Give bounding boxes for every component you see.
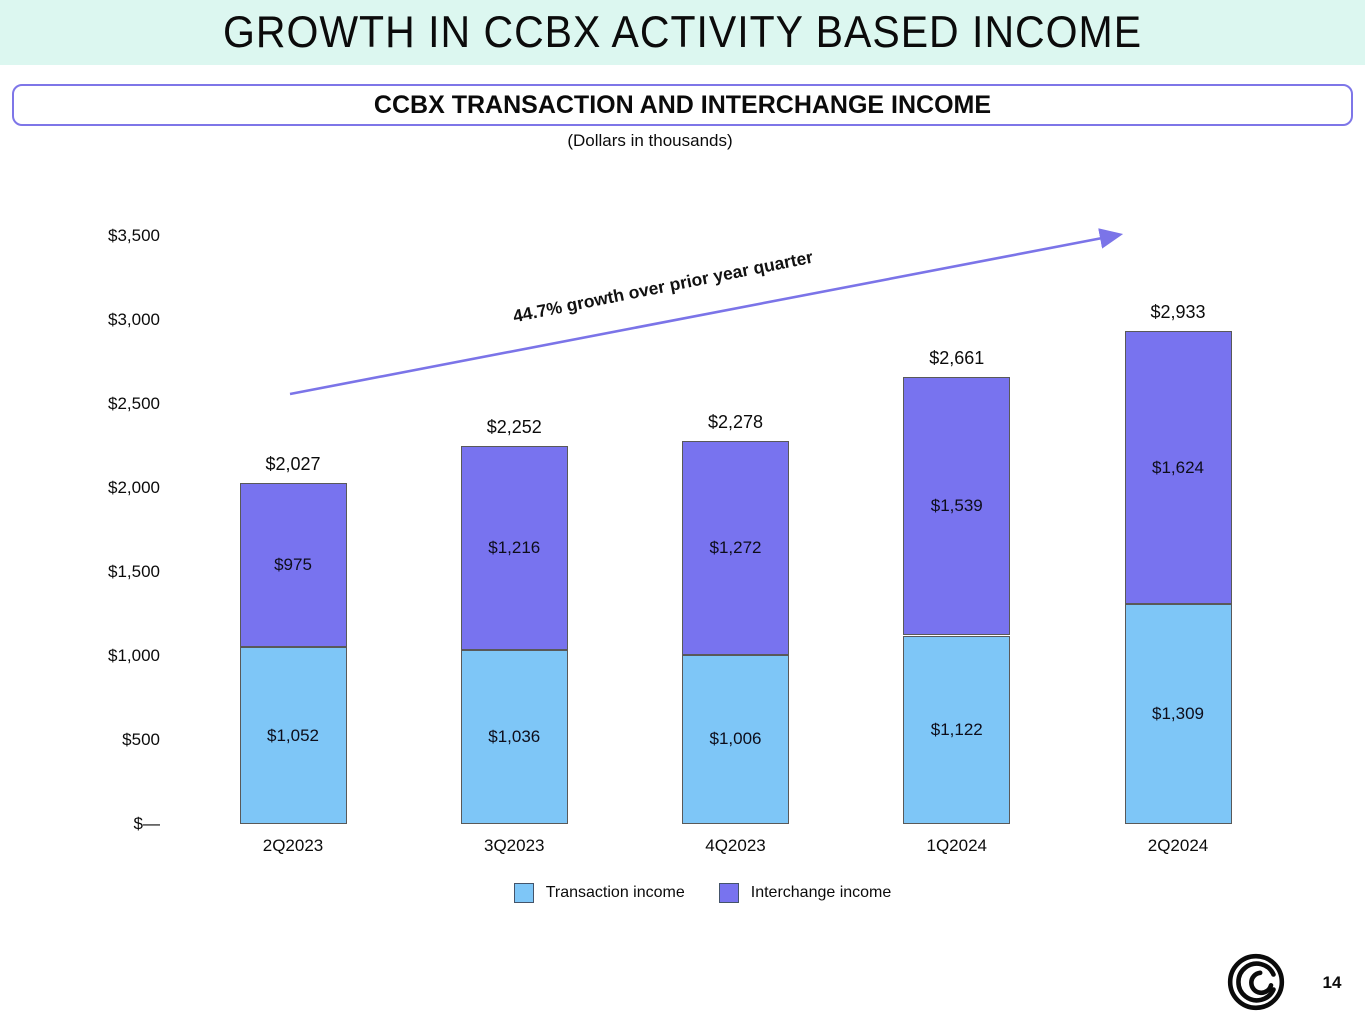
bar-segment-value-label: $1,052 <box>267 725 319 745</box>
legend-item-transaction-income: Transaction income <box>513 883 685 903</box>
bar-total-label-2Q2023: $2,027 <box>265 454 321 475</box>
x-axis-label-3Q2023: 3Q2023 <box>484 836 545 855</box>
chart-title: CCBX TRANSACTION AND INTERCHANGE INCOME <box>373 90 992 119</box>
legend-label: Interchange income <box>750 884 892 901</box>
page-number: 14 <box>1322 973 1342 992</box>
y-axis-tick-label: $3,000 <box>108 310 160 329</box>
bar-segment-interchange-3Q2023: $1,216 <box>460 445 568 650</box>
chart-legend: Transaction income Interchange income <box>20 883 1365 903</box>
y-axis-tick-label: $3,500 <box>108 226 160 245</box>
x-axis-label-2Q2023: 2Q2023 <box>262 836 324 855</box>
bar-segment-interchange-2Q2023: $975 <box>239 483 347 648</box>
bar-segment-transaction-2Q2024: $1,309 <box>1124 604 1232 824</box>
bar-segment-transaction-4Q2023: $1,006 <box>682 654 789 824</box>
bar-total-label-4Q2023: $2,278 <box>707 412 764 433</box>
bar-segment-value-label: $1,272 <box>709 538 762 558</box>
y-axis-tick-label: $1,500 <box>108 562 160 581</box>
bar-segment-value-label: $975 <box>274 555 312 575</box>
bar-segment-interchange-4Q2023: $1,272 <box>682 441 789 655</box>
y-axis-tick-label: $2,000 <box>108 478 160 497</box>
y-axis-tick-label: $2,500 <box>108 394 160 413</box>
bar-segment-value-label: $1,036 <box>488 726 541 746</box>
bar-segment-interchange-1Q2024: $1,539 <box>903 376 1011 636</box>
bar-segment-value-label: $1,539 <box>930 496 983 516</box>
y-axis-tick-label: $500 <box>122 730 160 749</box>
bar-segment-value-label: $1,122 <box>930 719 983 739</box>
y-axis-tick-label: $1,000 <box>108 646 160 665</box>
bar-segment-value-label: $1,309 <box>1152 704 1204 724</box>
bar-segment-value-label: $1,216 <box>488 537 541 557</box>
bar-segment-transaction-2Q2023: $1,052 <box>239 647 347 824</box>
page-title: GROWTH IN CCBX ACTIVITY BASED INCOME <box>222 7 1143 57</box>
legend-item-interchange-income: Interchange income <box>718 883 892 903</box>
y-axis-tick-label: $— <box>133 814 160 833</box>
bar-segment-transaction-1Q2024: $1,122 <box>903 635 1011 824</box>
chart-title-box: CCBX TRANSACTION AND INTERCHANGE INCOME <box>12 84 1353 126</box>
bar-total-label-3Q2023: $2,252 <box>486 416 542 437</box>
x-axis-label-1Q2024: 1Q2024 <box>926 836 988 855</box>
bar-total-label-2Q2024: $2,933 <box>1150 302 1206 323</box>
bar-segment-interchange-2Q2024: $1,624 <box>1124 331 1232 605</box>
legend-label: Transaction income <box>545 884 685 901</box>
coastal-swirl-logo-icon <box>1227 953 1285 1011</box>
legend-swatch-icon <box>718 883 739 903</box>
title-banner: GROWTH IN CCBX ACTIVITY BASED INCOME <box>0 0 1365 65</box>
x-axis-label-4Q2023: 4Q2023 <box>705 836 766 855</box>
x-axis-label-2Q2024: 2Q2024 <box>1147 836 1209 855</box>
bar-total-label-1Q2024: $2,661 <box>929 347 985 368</box>
bar-segment-transaction-3Q2023: $1,036 <box>460 649 568 824</box>
bar-segment-value-label: $1,006 <box>709 729 762 749</box>
bar-segment-value-label: $1,624 <box>1152 457 1204 477</box>
units-note: (Dollars in thousands) <box>567 131 733 150</box>
growth-annotation: 44.7% growth over prior year quarter <box>511 246 815 327</box>
legend-swatch-icon <box>513 883 534 903</box>
